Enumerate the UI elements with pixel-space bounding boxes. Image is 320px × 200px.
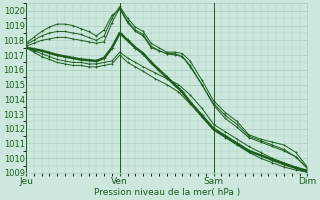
X-axis label: Pression niveau de la mer( hPa ): Pression niveau de la mer( hPa ) — [93, 188, 240, 197]
